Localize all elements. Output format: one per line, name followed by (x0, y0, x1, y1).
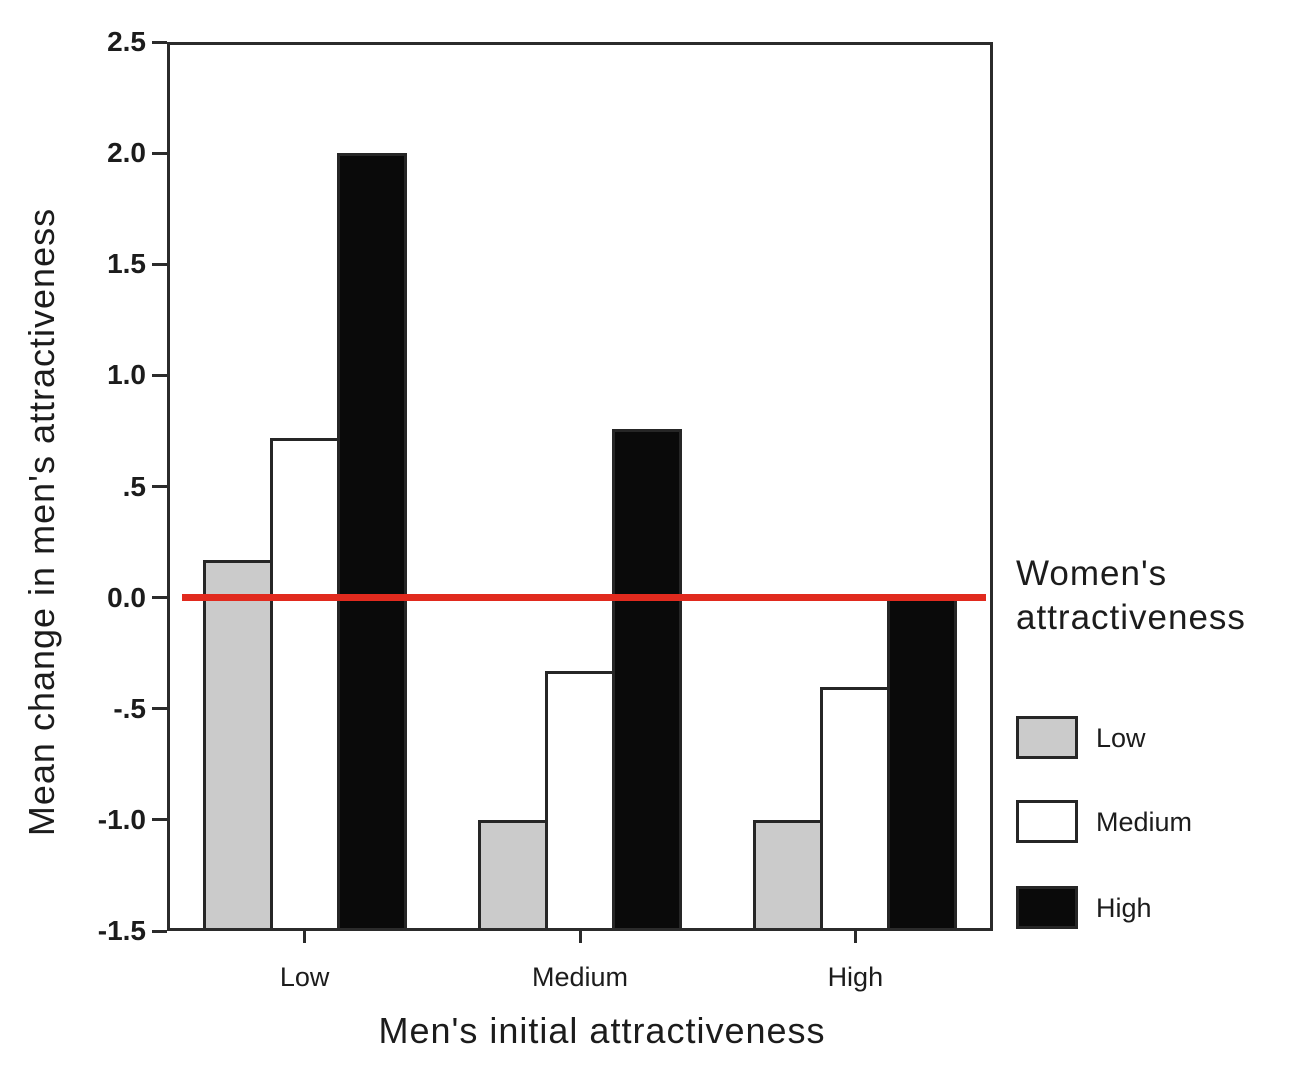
y-tick-mark (152, 818, 167, 822)
y-tick-label: -1.0 (97, 803, 146, 835)
y-tick-mark (152, 40, 167, 44)
y-axis-title: Mean change in men's attractiveness (21, 207, 62, 837)
y-tick-mark (152, 262, 167, 266)
x-tick-mark (853, 931, 857, 943)
bar-high-low (336, 153, 407, 931)
y-tick-label: .5 (122, 470, 146, 502)
y-tick-mark (152, 485, 167, 488)
legend-swatch-high (1016, 886, 1078, 929)
x-tick-mark (578, 931, 582, 943)
legend-item-label: High (1096, 893, 1152, 923)
y-tick-label: 2.5 (107, 26, 146, 57)
bar-medium-medium (545, 670, 615, 931)
legend-swatch-low (1016, 716, 1078, 759)
bar-high-medium (612, 428, 682, 931)
x-tick-label: Medium (531, 962, 629, 992)
legend-swatch-medium (1016, 800, 1078, 843)
legend-item-label: Low (1096, 723, 1146, 753)
y-tick-mark (152, 151, 167, 155)
y-tick-label: 1.0 (107, 359, 146, 391)
legend-title: Women's attractiveness (1016, 554, 1246, 637)
x-tick-label: Low (279, 962, 330, 992)
x-tick-label: High (827, 962, 884, 992)
bar-high-high (887, 597, 958, 931)
y-tick-label: 0.0 (107, 581, 146, 613)
bar-low-high (753, 819, 824, 931)
zero-reference-line (182, 594, 986, 602)
y-tick-mark (152, 707, 167, 711)
y-tick-label: -.5 (113, 692, 146, 724)
y-tick-mark (152, 929, 167, 933)
bar-medium-high (820, 686, 891, 931)
bar-low-low (202, 559, 273, 931)
bar-medium-low (269, 437, 340, 931)
x-axis-title: Men's initial attractiveness (378, 1010, 826, 1051)
y-tick-mark (152, 373, 167, 377)
y-tick-label: 2.0 (107, 137, 146, 169)
bar-low-medium (478, 819, 548, 931)
y-tick-label: -1.5 (97, 915, 146, 946)
y-tick-mark (152, 596, 167, 600)
x-tick-mark (303, 931, 307, 943)
y-tick-label: 1.5 (107, 248, 146, 280)
legend-item-label: Medium (1096, 807, 1193, 837)
